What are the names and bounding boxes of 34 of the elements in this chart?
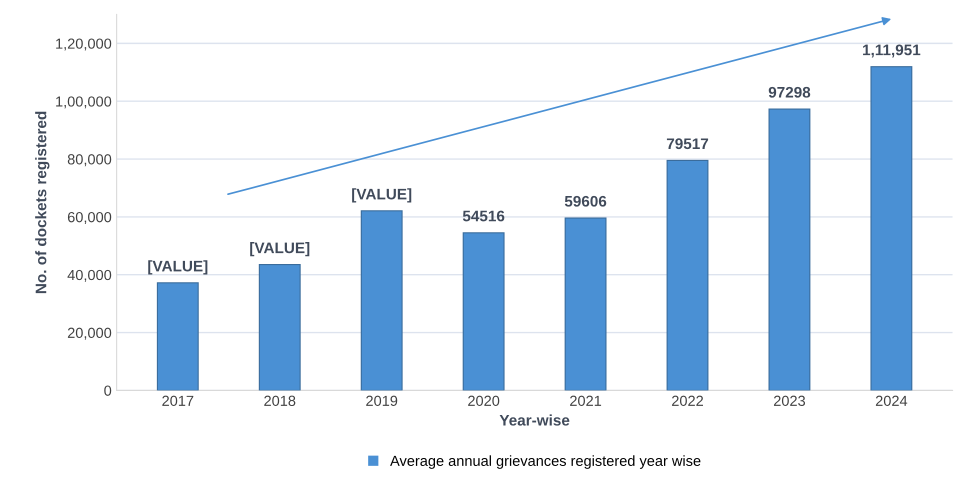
x-tick-label: 2021 xyxy=(570,396,602,406)
data-label: [VALUE] xyxy=(250,242,310,256)
data-label: 1,11,951 xyxy=(863,44,920,58)
bar xyxy=(360,210,403,390)
data-label: 97298 xyxy=(768,86,810,98)
bar xyxy=(564,217,607,390)
y-tick-label: 40,000 xyxy=(68,270,112,282)
y-tick-label: 60,000 xyxy=(68,212,112,224)
x-tick-label: 2024 xyxy=(876,396,908,406)
data-label: 59606 xyxy=(564,196,606,207)
data-label: 79517 xyxy=(666,138,708,150)
bar xyxy=(666,160,708,390)
bar xyxy=(768,108,810,390)
data-label: 54516 xyxy=(462,210,504,222)
x-tick-label: 2023 xyxy=(774,396,806,406)
y-tick-label: 1,20,000 xyxy=(56,38,112,51)
x-tick-label: 2019 xyxy=(366,396,398,406)
data-label: [VALUE] xyxy=(148,260,208,275)
y-tick-label: 20,000 xyxy=(68,328,112,340)
x-tick-label: 2022 xyxy=(672,396,704,406)
x-axis-title: Year-wise xyxy=(500,414,570,426)
bar xyxy=(258,264,301,390)
x-tick-label: 2017 xyxy=(162,396,194,406)
x-tick-label: 2018 xyxy=(264,396,296,406)
y-axis-title: No. of dockets registered xyxy=(35,112,50,294)
data-label: [VALUE] xyxy=(352,188,412,202)
bar xyxy=(462,232,505,390)
legend-label: Average annual grievances registered year wise xyxy=(390,455,700,469)
y-tick-label: 1,00,000 xyxy=(56,96,112,108)
y-tick-label: 80,000 xyxy=(68,154,112,166)
y-tick-label: 0 xyxy=(104,386,112,396)
x-tick-label: 2020 xyxy=(468,396,500,406)
bar xyxy=(156,282,199,390)
bar xyxy=(870,66,912,390)
